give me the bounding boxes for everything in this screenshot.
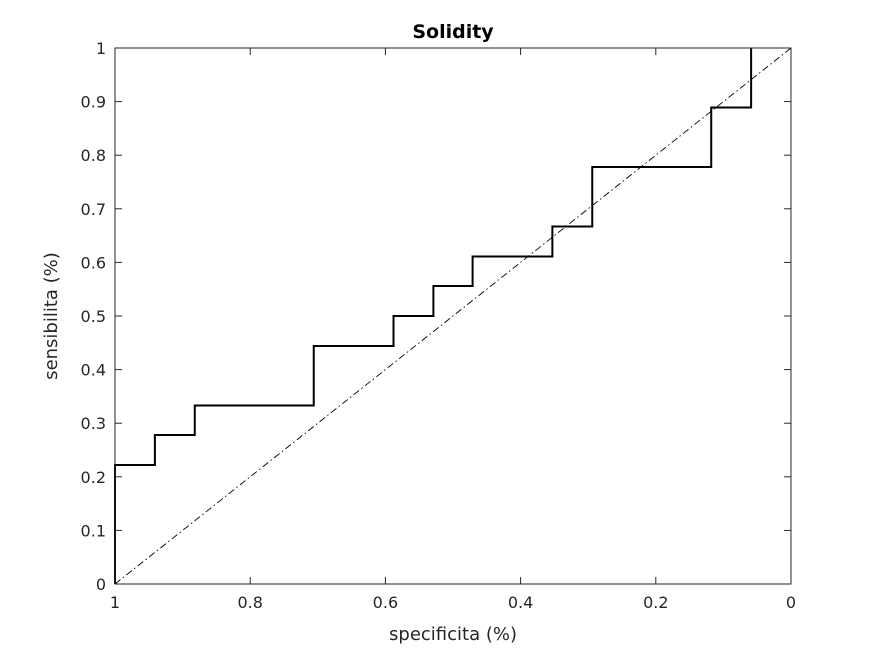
y-tick-label: 0.4 — [81, 361, 106, 380]
y-axis-label: sensibilita (%) — [41, 252, 62, 380]
y-tick-label: 0.8 — [81, 146, 106, 165]
x-tick-label: 1 — [110, 593, 120, 612]
y-tick-label: 1 — [96, 39, 106, 58]
y-tick-label: 0 — [96, 575, 106, 594]
x-tick-label: 0.8 — [237, 593, 262, 612]
y-tick-label: 0.9 — [81, 93, 106, 112]
y-tick-label: 0.5 — [81, 307, 106, 326]
chart-title: Solidity — [412, 21, 494, 43]
roc-curve — [114, 48, 753, 584]
plot-frame — [114, 47, 792, 585]
x-tick-label: 0 — [786, 593, 796, 612]
x-tick-label: 0.2 — [643, 593, 668, 612]
y-tick-label: 0.6 — [81, 253, 106, 272]
y-tick-label: 0.2 — [81, 468, 106, 487]
x-tick-label: 0.4 — [508, 593, 533, 612]
y-axis-ticks: 0 0.1 0.2 0.3 0.4 0.5 0.6 0.7 0.8 0.9 1 — [81, 39, 791, 594]
x-axis-ticks: 1 0.8 0.6 0.4 0.2 0 — [110, 48, 796, 612]
y-tick-label: 0.7 — [81, 200, 106, 219]
x-tick-label: 0.6 — [373, 593, 398, 612]
y-tick-label: 0.1 — [81, 521, 106, 540]
x-axis-label: specificita (%) — [389, 624, 517, 645]
y-tick-label: 0.3 — [81, 414, 106, 433]
series-layer — [114, 47, 792, 585]
diagonal-reference-line — [114, 47, 792, 585]
